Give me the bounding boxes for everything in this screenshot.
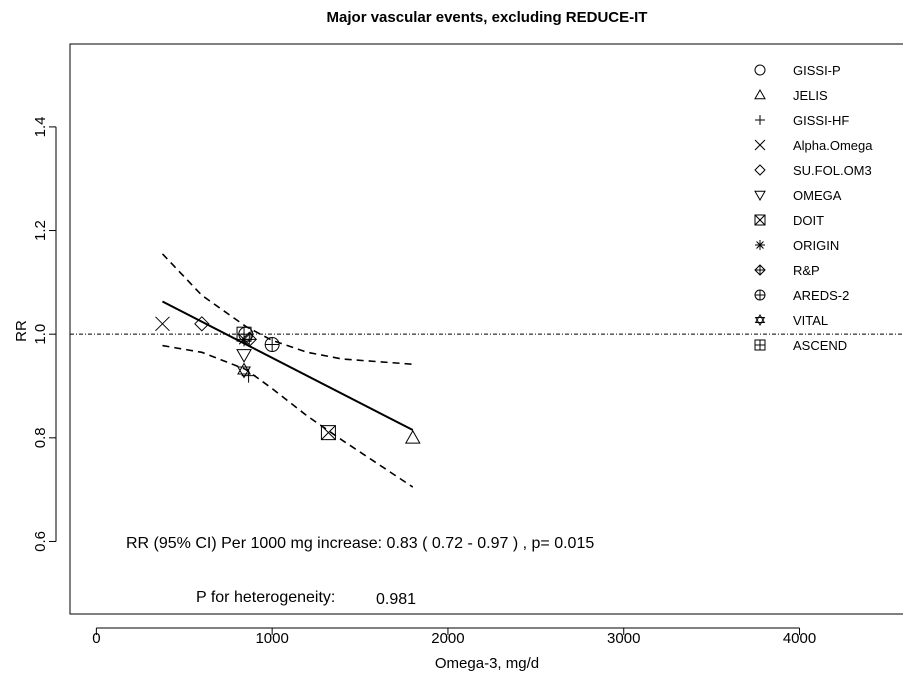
legend-label: ORIGIN (793, 238, 839, 253)
point-alpha-omega (155, 316, 170, 332)
fit-line (162, 300, 414, 431)
y-tick-label: 1.2 (32, 220, 49, 241)
y-axis: 0.6 0.8 1.0 1.2 1.4 (32, 116, 57, 552)
legend-label: GISSI-HF (793, 113, 849, 128)
legend-label: GISSI-P (793, 63, 841, 78)
point-doit (320, 425, 336, 441)
legend-marker-ascend (754, 339, 766, 351)
legend-label: VITAL (793, 313, 828, 328)
x-tick-label: 2000 (431, 630, 464, 647)
legend-marker-su-fol-om3 (754, 164, 766, 176)
chart-title: Major vascular events, excluding REDUCE-… (327, 9, 648, 26)
points-layer (155, 316, 421, 444)
legend-marker-alpha-omega (754, 139, 766, 151)
x-tick-label: 4000 (783, 630, 816, 647)
rr-annotation: RR (95% CI) Per 1000 mg increase: 0.83 (… (126, 535, 594, 552)
x-tick-label: 0 (92, 630, 100, 647)
point-ascend (236, 326, 252, 342)
x-tick-label: 1000 (255, 630, 288, 647)
y-axis-label: RR (13, 320, 30, 342)
x-axis: 0 1000 2000 3000 4000 (92, 627, 816, 647)
legend-label: R&P (793, 263, 820, 278)
plot-frame (69, 43, 903, 615)
point-omega (236, 349, 252, 363)
ci-upper-line (161, 253, 413, 366)
legend-marker-r-p (754, 264, 766, 276)
legend-label: DOIT (793, 213, 824, 228)
x-tick-label: 3000 (607, 630, 640, 647)
legend: GISSI-P JELIS GISSI-HF Alpha.Omega SU.FOL.OM… (754, 63, 873, 353)
legend-marker-jelis (754, 88, 766, 100)
point-r-p (241, 331, 258, 348)
legend-label: AREDS-2 (793, 288, 849, 303)
legend-label: ASCEND (793, 338, 847, 353)
legend-marker-vital (754, 314, 766, 326)
legend-label: OMEGA (793, 188, 842, 203)
legend-label: JELIS (793, 88, 828, 103)
point-su-fol-om3 (194, 316, 210, 332)
point-vital (237, 362, 251, 379)
y-tick-label: 1.0 (32, 324, 49, 345)
y-tick-label: 0.8 (32, 427, 49, 448)
heterogeneity-label: P for heterogeneity: (196, 589, 335, 606)
legend-marker-omega (754, 190, 766, 202)
point-areds-2 (264, 337, 280, 353)
y-tick-label: 1.4 (32, 116, 49, 137)
legend-label: SU.FOL.OM3 (793, 163, 872, 178)
legend-marker-origin (755, 240, 765, 250)
fit-layer (161, 253, 414, 488)
legend-marker-doit (754, 214, 766, 226)
y-tick-label: 0.6 (32, 531, 49, 552)
legend-marker-areds-2 (754, 289, 766, 301)
legend-marker-gissi-hf (755, 115, 765, 125)
legend-label: Alpha.Omega (793, 138, 873, 153)
heterogeneity-value: 0.981 (376, 591, 416, 608)
x-axis-label: Omega-3, mg/d (435, 655, 539, 672)
point-jelis (404, 429, 421, 444)
ci-lower-line (162, 344, 414, 488)
legend-marker-gissi-p (754, 64, 766, 76)
